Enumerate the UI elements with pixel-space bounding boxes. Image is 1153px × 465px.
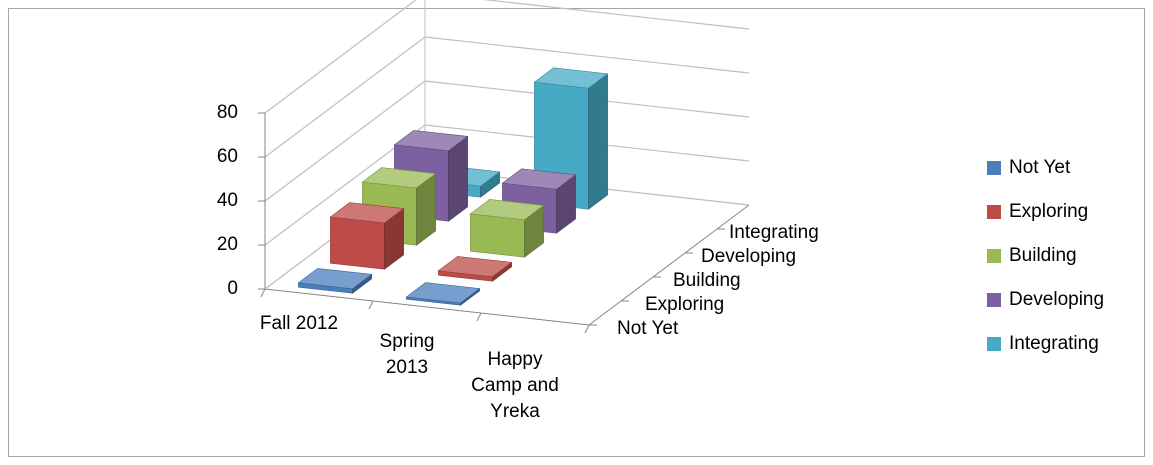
bar-top <box>405 282 481 304</box>
bar <box>405 282 481 306</box>
x-tick-label: Spring 2013 <box>379 331 435 378</box>
x-tick <box>476 312 482 322</box>
bar <box>437 256 513 282</box>
x-tick-label: Fall 2012 <box>259 313 339 334</box>
x-tick <box>260 288 266 298</box>
depth-tick-label: Developing <box>701 246 796 267</box>
legend-label: Developing <box>1009 289 1104 310</box>
legend-label: Not Yet <box>1009 157 1071 178</box>
y-tick-label: 40 <box>217 190 238 211</box>
grid-line <box>264 0 750 114</box>
bar-top <box>501 168 577 190</box>
depth-tick-label: Not Yet <box>617 318 679 339</box>
legend-swatch <box>987 205 1001 219</box>
bar <box>297 268 373 294</box>
bar-top <box>469 199 545 221</box>
bar-top <box>329 202 405 224</box>
legend-swatch <box>987 337 1001 351</box>
bar <box>329 202 405 270</box>
x-tick <box>368 300 374 310</box>
legend-swatch <box>987 293 1001 307</box>
x-tick <box>584 324 590 334</box>
x-tick-label: Happy Camp and Yreka <box>471 349 559 422</box>
bar-top <box>533 67 609 89</box>
bar-top <box>361 167 437 189</box>
depth-tick-label: Building <box>673 270 741 291</box>
legend-label: Integrating <box>1009 333 1099 354</box>
bar-front <box>330 216 385 270</box>
bar-side <box>448 135 468 222</box>
depth-axis <box>588 204 750 326</box>
bar <box>469 199 545 258</box>
y-tick-label: 60 <box>217 146 238 167</box>
legend-swatch <box>987 161 1001 175</box>
y-tick-label: 80 <box>217 102 238 123</box>
bar-side <box>588 73 608 210</box>
legend-label: Building <box>1009 245 1077 266</box>
bar-front <box>470 213 525 258</box>
bar-top <box>437 256 513 278</box>
legend-swatch <box>987 249 1001 263</box>
y-tick-label: 0 <box>227 278 238 299</box>
bar-top <box>393 130 469 152</box>
legend-label: Exploring <box>1009 201 1088 222</box>
bar-top <box>297 268 373 290</box>
x-axis <box>264 288 590 326</box>
depth-tick-label: Integrating <box>729 222 819 243</box>
depth-tick-label: Exploring <box>645 294 724 315</box>
y-tick-label: 20 <box>217 234 238 255</box>
